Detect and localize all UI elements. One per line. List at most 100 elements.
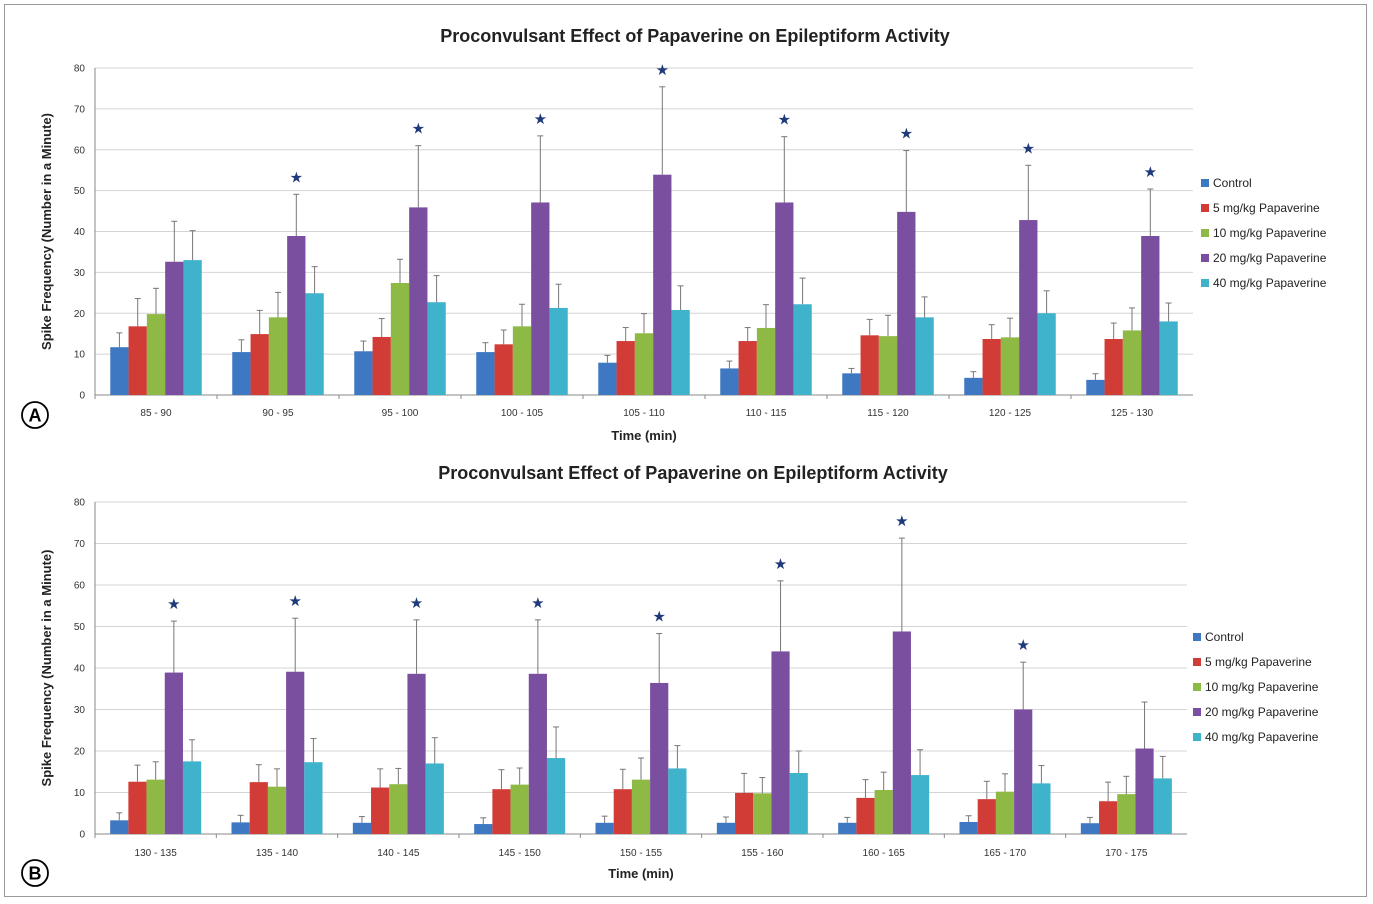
y-tick-label: 50 <box>74 186 86 197</box>
significance-star: ★ <box>1016 636 1029 654</box>
x-tick-label: 110 - 115 <box>746 408 787 419</box>
bar-5-mg-kg-papaverine-0 <box>128 781 147 834</box>
x-tick-label: 135 - 140 <box>256 848 299 859</box>
panel-letter: B <box>29 864 42 884</box>
bar-5-mg-kg-papaverine-3 <box>492 789 511 834</box>
bar-10-mg-kg-papaverine-7 <box>1000 337 1020 395</box>
bar-5-mg-kg-papaverine-5 <box>738 341 757 395</box>
legend-swatch <box>1193 633 1201 641</box>
x-tick-label: 85 - 90 <box>140 408 172 419</box>
bar-40-mg-kg-papaverine-5 <box>793 304 812 395</box>
x-tick-label: 170 - 175 <box>1105 848 1148 859</box>
y-tick-label: 20 <box>74 309 86 320</box>
bar-40-mg-kg-papaverine-0 <box>182 761 202 834</box>
x-tick-label: 95 - 100 <box>382 408 419 419</box>
bar-40-mg-kg-papaverine-3 <box>549 307 568 395</box>
bar-control-3 <box>476 352 495 395</box>
bar-5-mg-kg-papaverine-1 <box>249 782 268 834</box>
bar-control-0 <box>110 347 129 395</box>
legend-swatch <box>1193 683 1201 691</box>
y-tick-label: 60 <box>74 581 86 592</box>
chart-panel-b: Proconvulsant Effect of Papaverine on Ep… <box>21 463 1319 887</box>
bar-control-1 <box>232 352 251 395</box>
bar-40-mg-kg-papaverine-7 <box>1037 313 1056 395</box>
legend-label: 40 mg/kg Papaverine <box>1205 730 1319 744</box>
legend-swatch <box>1193 733 1201 741</box>
bar-10-mg-kg-papaverine-5 <box>756 327 776 395</box>
bar-10-mg-kg-papaverine-3 <box>512 326 532 395</box>
bar-10-mg-kg-papaverine-1 <box>267 786 287 834</box>
bar-control-7 <box>964 377 983 395</box>
x-tick-label: 130 - 135 <box>135 848 178 859</box>
legend: Control 5 mg/kg Papaverine 10 mg/kg Papave… <box>1201 176 1327 290</box>
y-axis-label: Spike Frequency (Number in a Minute) <box>39 113 54 350</box>
bar-10-mg-kg-papaverine-0 <box>146 779 165 834</box>
y-tick-label: 80 <box>74 64 86 75</box>
legend-label: 20 mg/kg Papaverine <box>1205 705 1319 719</box>
x-tick-label: 90 - 95 <box>262 408 294 419</box>
significance-star: ★ <box>290 168 303 186</box>
legend-label: 10 mg/kg Papaverine <box>1205 680 1319 694</box>
x-tick-label: 120 - 125 <box>989 408 1032 419</box>
panel-letter: A <box>29 406 42 426</box>
legend-label: Control <box>1213 176 1252 190</box>
bar-40-mg-kg-papaverine-1 <box>305 293 324 395</box>
significance-star: ★ <box>778 111 791 129</box>
bar-20-mg-kg-papaverine-4 <box>650 682 669 834</box>
bar-control-6 <box>842 373 861 395</box>
bar-control-8 <box>1080 823 1100 834</box>
significance-star: ★ <box>531 594 544 612</box>
y-tick-label: 50 <box>74 622 86 633</box>
bar-20-mg-kg-papaverine-6 <box>892 631 911 834</box>
legend-swatch <box>1201 254 1209 262</box>
bar-40-mg-kg-papaverine-1 <box>304 762 323 834</box>
bar-5-mg-kg-papaverine-3 <box>494 344 513 395</box>
bar-5-mg-kg-papaverine-2 <box>371 787 390 834</box>
panel-letter-circle <box>21 859 49 887</box>
x-axis-label: Time (min) <box>611 428 677 443</box>
significance-star: ★ <box>656 61 669 79</box>
bar-20-mg-kg-papaverine-1 <box>287 235 306 395</box>
bar-control-2 <box>352 822 372 834</box>
bar-10-mg-kg-papaverine-8 <box>1117 794 1136 834</box>
bar-10-mg-kg-papaverine-6 <box>878 336 898 395</box>
significance-star: ★ <box>412 120 425 138</box>
x-tick-label: 140 - 145 <box>377 848 420 859</box>
bar-40-mg-kg-papaverine-6 <box>915 317 934 395</box>
bar-5-mg-kg-papaverine-6 <box>856 797 875 834</box>
bar-40-mg-kg-papaverine-4 <box>671 309 690 395</box>
significance-star: ★ <box>410 594 423 612</box>
panel-letter-circle <box>21 401 49 429</box>
x-tick-label: 150 - 155 <box>620 848 663 859</box>
bar-control-2 <box>354 351 373 395</box>
bar-5-mg-kg-papaverine-2 <box>372 336 391 395</box>
legend-swatch <box>1201 179 1209 187</box>
x-tick-label: 100 - 105 <box>501 408 544 419</box>
bar-20-mg-kg-papaverine-2 <box>407 673 426 834</box>
bar-20-mg-kg-papaverine-5 <box>775 202 794 395</box>
bar-40-mg-kg-papaverine-8 <box>1153 778 1172 834</box>
x-axis-label: Time (min) <box>608 866 674 881</box>
bar-40-mg-kg-papaverine-5 <box>789 772 808 834</box>
bar-10-mg-kg-papaverine-4 <box>631 779 651 834</box>
y-tick-label: 40 <box>74 664 86 675</box>
bar-40-mg-kg-papaverine-4 <box>668 768 687 834</box>
significance-star: ★ <box>1022 139 1035 157</box>
bar-20-mg-kg-papaverine-6 <box>897 211 916 395</box>
bar-control-6 <box>838 822 857 834</box>
bar-10-mg-kg-papaverine-6 <box>874 790 893 834</box>
significance-star: ★ <box>900 125 913 143</box>
significance-star: ★ <box>534 110 547 128</box>
bar-control-0 <box>110 820 129 834</box>
x-tick-label: 115 - 120 <box>867 408 909 419</box>
y-tick-label: 0 <box>79 391 85 402</box>
bar-20-mg-kg-papaverine-0 <box>165 261 184 395</box>
bar-10-mg-kg-papaverine-2 <box>390 283 410 395</box>
significance-star: ★ <box>288 592 301 610</box>
bar-5-mg-kg-papaverine-4 <box>616 341 635 395</box>
bar-control-5 <box>720 368 739 395</box>
x-tick-label: 160 - 165 <box>863 848 906 859</box>
bar-5-mg-kg-papaverine-7 <box>982 339 1001 395</box>
y-tick-label: 10 <box>74 350 86 361</box>
legend-swatch <box>1201 279 1209 287</box>
